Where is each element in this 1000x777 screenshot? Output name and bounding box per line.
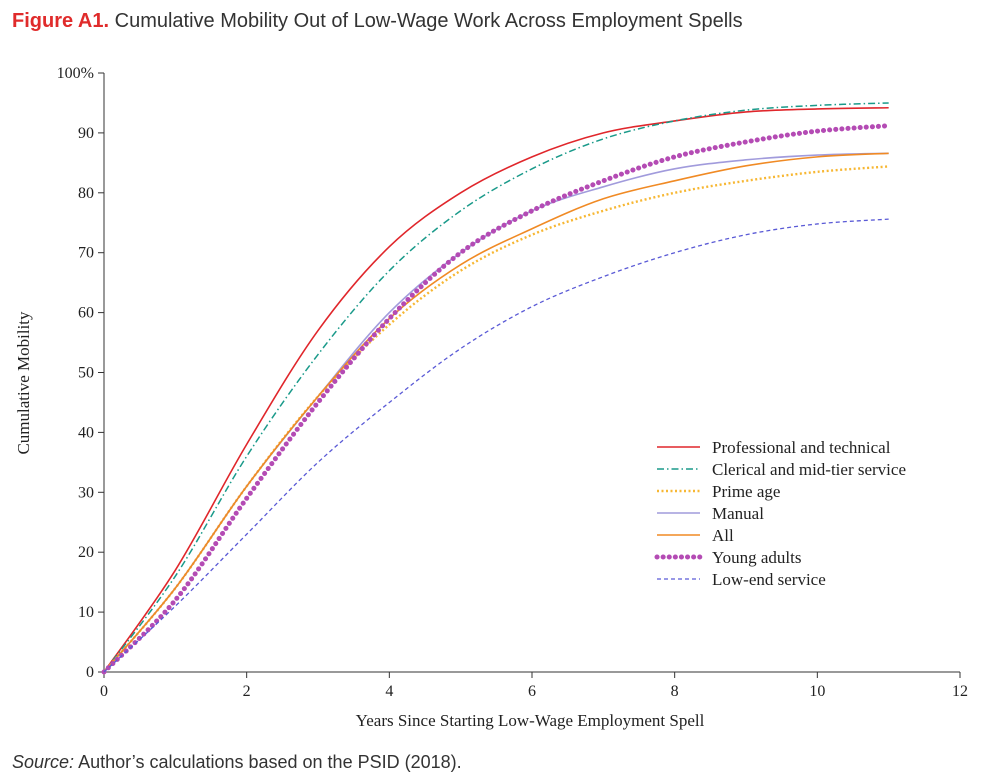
y-tick-label: 10 (78, 604, 94, 621)
legend-label: All (712, 526, 734, 545)
legend-label: Low-end service (712, 570, 826, 589)
series-line-all (103, 152, 889, 673)
source-text: Author’s calculations based on the PSID … (78, 752, 462, 772)
figure-label: Figure A1. (12, 10, 110, 32)
x-tick-label: 4 (385, 683, 393, 700)
figure-title: Figure A1. Cumulative Mobility Out of Lo… (12, 10, 743, 33)
source-note: Source: Author’s calculations based on t… (12, 752, 462, 773)
x-tick-label: 8 (671, 683, 679, 700)
series-line-young-adults (101, 123, 892, 675)
y-tick-label: 30 (78, 484, 94, 501)
y-tick-label: 20 (78, 544, 94, 561)
figure-title-text: Cumulative Mobility Out of Low-Wage Work… (114, 10, 743, 32)
series-line-professional-and-technical (103, 106, 889, 673)
x-tick-label: 6 (528, 683, 536, 700)
y-tick-label: 100% (57, 65, 94, 82)
x-tick-label: 12 (952, 683, 968, 700)
x-tick-label: 10 (809, 683, 825, 700)
x-tick-label: 2 (243, 683, 251, 700)
legend-label: Professional and technical (712, 438, 891, 457)
axes: 0 10 20 30 40 50 60 70 80 90 100% 0 2 4 6 8 10 12 (57, 65, 968, 700)
series-lines (101, 102, 892, 675)
series-line-prime-age (103, 165, 889, 673)
source-label: Source: (12, 752, 75, 772)
legend-label: Clerical and mid-tier service (712, 460, 906, 479)
y-tick-label: 80 (78, 185, 94, 202)
y-tick-label: 90 (78, 125, 94, 142)
y-tick-label: 70 (78, 245, 94, 262)
legend-label: Young adults (712, 548, 801, 567)
legend-label: Prime age (712, 482, 780, 501)
y-tick-label: 50 (78, 365, 94, 382)
series-line-low-end-service (103, 218, 889, 673)
y-axis-label: Cumulative Mobility (14, 311, 33, 455)
series-line-clerical-and-mid-tier-service (103, 102, 889, 673)
x-axis-label: Years Since Starting Low-Wage Employment… (356, 711, 705, 730)
legend: Professional and technical Clerical and m… (654, 438, 906, 589)
series-line-manual (103, 152, 889, 673)
line-chart: 0 10 20 30 40 50 60 70 80 90 100% 0 2 4 6 8 10 12 Profess… (14, 65, 968, 730)
y-tick-label: 60 (78, 305, 94, 322)
legend-label: Manual (712, 504, 764, 523)
y-tick-label: 0 (86, 664, 94, 681)
y-tick-label: 40 (78, 424, 94, 441)
x-tick-label: 0 (100, 683, 108, 700)
